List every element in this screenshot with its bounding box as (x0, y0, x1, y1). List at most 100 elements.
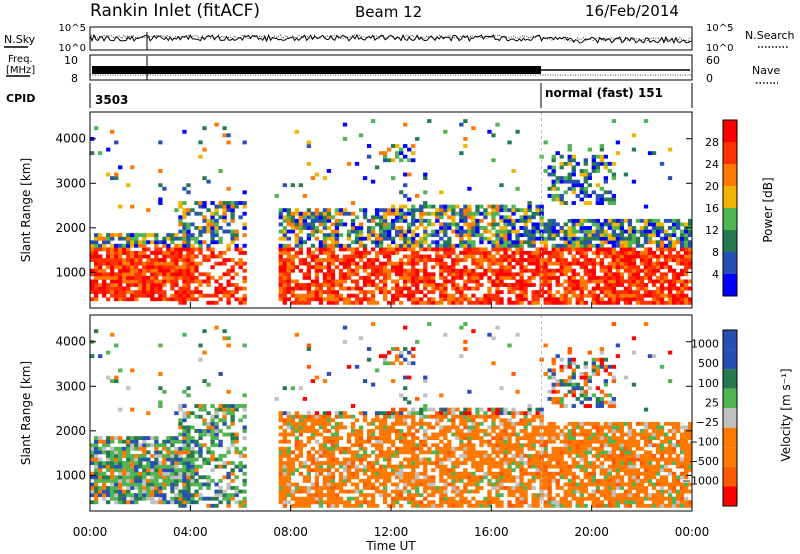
heatmap-cell (535, 496, 540, 501)
heatmap-cell (491, 500, 496, 505)
heatmap-cell (579, 222, 584, 227)
heatmap-cell (455, 432, 460, 437)
heatmap-cell (619, 254, 625, 259)
heatmap-cell (354, 429, 360, 433)
heatmap-cell (415, 279, 420, 284)
heatmap-cell (635, 297, 641, 302)
heatmap-cell (467, 457, 472, 462)
heatmap-cell (330, 243, 336, 248)
heatmap-cell (419, 247, 424, 252)
heatmap-cell (286, 272, 291, 277)
heatmap-cell (519, 286, 524, 291)
heatmap-cell (487, 468, 492, 473)
heatmap-cell (378, 250, 384, 255)
heatmap-cell (459, 411, 464, 416)
heatmap-cell (623, 236, 629, 241)
heatmap-cell (98, 233, 103, 238)
heatmap-cell (455, 272, 460, 277)
heatmap-cell (615, 272, 621, 277)
heatmap-cell (182, 233, 187, 238)
heatmap-cell (455, 275, 460, 280)
heatmap-cell (671, 240, 677, 245)
heatmap-cell (467, 211, 472, 216)
heatmap-cell (523, 279, 528, 284)
heatmap-cell (110, 482, 115, 487)
heatmap-cell (479, 218, 484, 223)
heatmap-cell (342, 478, 348, 483)
heatmap-cell (134, 290, 139, 295)
heatmap-cell (571, 243, 576, 248)
heatmap-cell (495, 443, 500, 448)
heatmap-cell (386, 247, 392, 252)
heatmap-cell (627, 286, 633, 291)
heatmap-cell (459, 122, 464, 127)
heatmap-cell (146, 290, 151, 295)
heatmap-cell (423, 482, 428, 487)
heatmap-cell (575, 240, 580, 245)
heatmap-cell (214, 211, 219, 216)
heatmap-cell (479, 240, 484, 245)
heatmap-cell (531, 229, 536, 234)
heatmap-cell (643, 240, 649, 245)
heatmap-cell (222, 250, 227, 255)
heatmap-cell (370, 179, 376, 184)
heatmap-cell (527, 201, 532, 205)
heatmap-cell (210, 436, 215, 441)
heatmap-cell (435, 211, 440, 216)
heatmap-cell (366, 261, 372, 266)
heatmap-cell (679, 300, 685, 305)
heatmap-cell (186, 500, 191, 505)
heatmap-cell (391, 261, 396, 266)
heatmap-cell (306, 293, 312, 298)
heatmap-cell (350, 272, 356, 277)
heatmap-cell (94, 489, 99, 494)
heatmap-cell (234, 233, 239, 238)
heatmap-cell (346, 293, 352, 298)
heatmap-cell (559, 197, 564, 202)
heatmap-cell (374, 275, 380, 280)
heatmap-cell (186, 261, 191, 266)
heatmap-cell (178, 425, 183, 430)
heatmap-cell (411, 204, 416, 209)
heatmap-cell (146, 443, 151, 448)
heatmap-cell (126, 272, 131, 277)
heatmap-cell (495, 453, 500, 458)
heatmap-cell (463, 218, 468, 223)
heatmap-cell (415, 493, 420, 498)
heatmap-cell (314, 218, 320, 223)
heatmap-cell (122, 471, 127, 476)
heatmap-cell (499, 258, 504, 262)
heatmap-cell (346, 258, 352, 262)
heatmap-cell (146, 468, 151, 473)
heatmap-cell (106, 453, 111, 458)
heatmap-cell (447, 453, 452, 458)
heatmap-cell (386, 471, 392, 476)
heatmap-cell (451, 258, 456, 262)
heatmap-cell (395, 265, 400, 270)
heatmap-cell (423, 247, 428, 252)
heatmap-cell (206, 218, 211, 223)
heatmap-cell (278, 457, 283, 462)
heatmap-cell (346, 161, 352, 166)
heatmap-cell (122, 475, 127, 480)
heatmap-cell (595, 169, 600, 173)
heatmap-cell (531, 478, 536, 483)
heatmap-cell (435, 258, 440, 262)
heatmap-cell (515, 500, 520, 505)
heatmap-cell (278, 461, 283, 465)
heatmap-cell (310, 293, 316, 298)
heatmap-cell (306, 471, 312, 476)
heatmap-cell (475, 208, 480, 213)
heatmap-cell (182, 236, 187, 241)
heatmap-cell (174, 236, 179, 241)
heatmap-cell (362, 176, 368, 181)
heatmap-cell (403, 432, 408, 437)
heatmap-cell (126, 475, 131, 480)
heatmap-cell (170, 283, 175, 287)
heatmap-cell (94, 258, 99, 262)
heatmap-cell (563, 233, 568, 238)
heatmap-cell (334, 236, 340, 241)
heatmap-cell (178, 272, 183, 277)
heatmap-cell (142, 457, 147, 462)
heatmap-cell (218, 493, 223, 498)
